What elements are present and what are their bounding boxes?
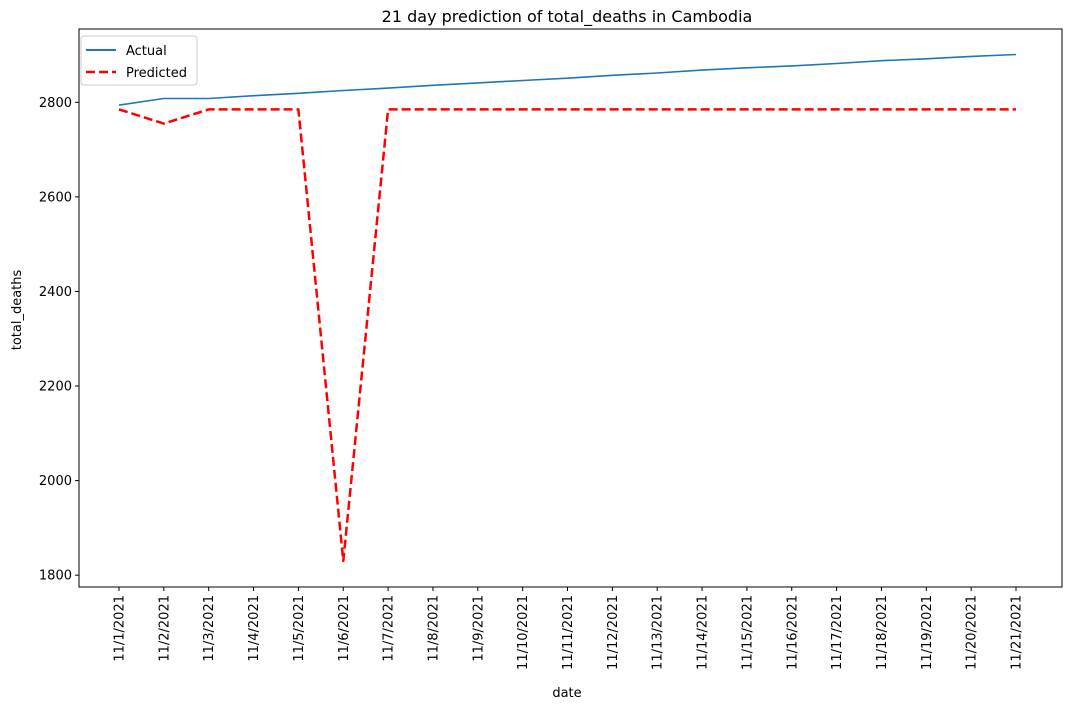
- x-tick-label: 11/18/2021: [875, 595, 890, 670]
- x-tick-label: 11/9/2021: [471, 595, 486, 662]
- x-tick-label: 11/7/2021: [382, 595, 397, 662]
- x-tick-label: 11/5/2021: [292, 595, 307, 662]
- x-tick-label: 11/3/2021: [202, 595, 217, 662]
- x-tick-label: 11/20/2021: [965, 595, 980, 670]
- x-tick-label: 11/11/2021: [561, 595, 576, 670]
- x-tick-label: 11/13/2021: [651, 595, 666, 670]
- series-line-actual: [118, 53, 1017, 106]
- x-tick-label: 11/17/2021: [830, 595, 845, 670]
- x-tick-label: 11/1/2021: [113, 595, 128, 662]
- x-tick-label: 11/2/2021: [157, 595, 172, 662]
- legend: Actual Predicted: [80, 35, 198, 86]
- x-tick-label: 11/6/2021: [337, 595, 352, 662]
- x-tick-label: 11/12/2021: [606, 595, 621, 670]
- x-tick-label: 11/21/2021: [1010, 595, 1025, 670]
- chart-title: 21 day prediction of total_deaths in Cam…: [382, 7, 753, 27]
- x-tick-label: 11/16/2021: [785, 595, 800, 670]
- x-tick-label: 11/4/2021: [247, 595, 262, 662]
- legend-label-predicted: Predicted: [126, 66, 187, 81]
- x-tick-label: 11/10/2021: [516, 595, 531, 670]
- series-layer: [118, 53, 1017, 563]
- x-axis: 11/1/2021 11/2/2021 11/3/2021 11/4/2021 11/5…: [113, 587, 1025, 670]
- y-tick-label: 2400: [39, 285, 72, 300]
- x-tick-label: 11/14/2021: [696, 595, 711, 670]
- plot-area: [79, 29, 1062, 587]
- y-tick-label: 2600: [39, 190, 72, 205]
- y-tick-label: 2000: [39, 474, 72, 489]
- legend-box: [80, 35, 198, 86]
- x-tick-label: 11/19/2021: [920, 595, 935, 670]
- x-tick-label: 11/8/2021: [426, 595, 441, 662]
- x-axis-label: date: [552, 686, 581, 701]
- y-tick-label: 1800: [39, 569, 72, 584]
- y-tick-label: 2200: [39, 380, 72, 395]
- y-axis-label: total_deaths: [10, 270, 25, 351]
- plot-frame: [78, 28, 1063, 588]
- y-tick-label: 2800: [39, 96, 72, 111]
- y-axis: 1800 2000 2200 2400 2600 2800: [39, 96, 79, 584]
- legend-label-actual: Actual: [126, 44, 167, 59]
- x-tick-label: 11/15/2021: [740, 595, 755, 670]
